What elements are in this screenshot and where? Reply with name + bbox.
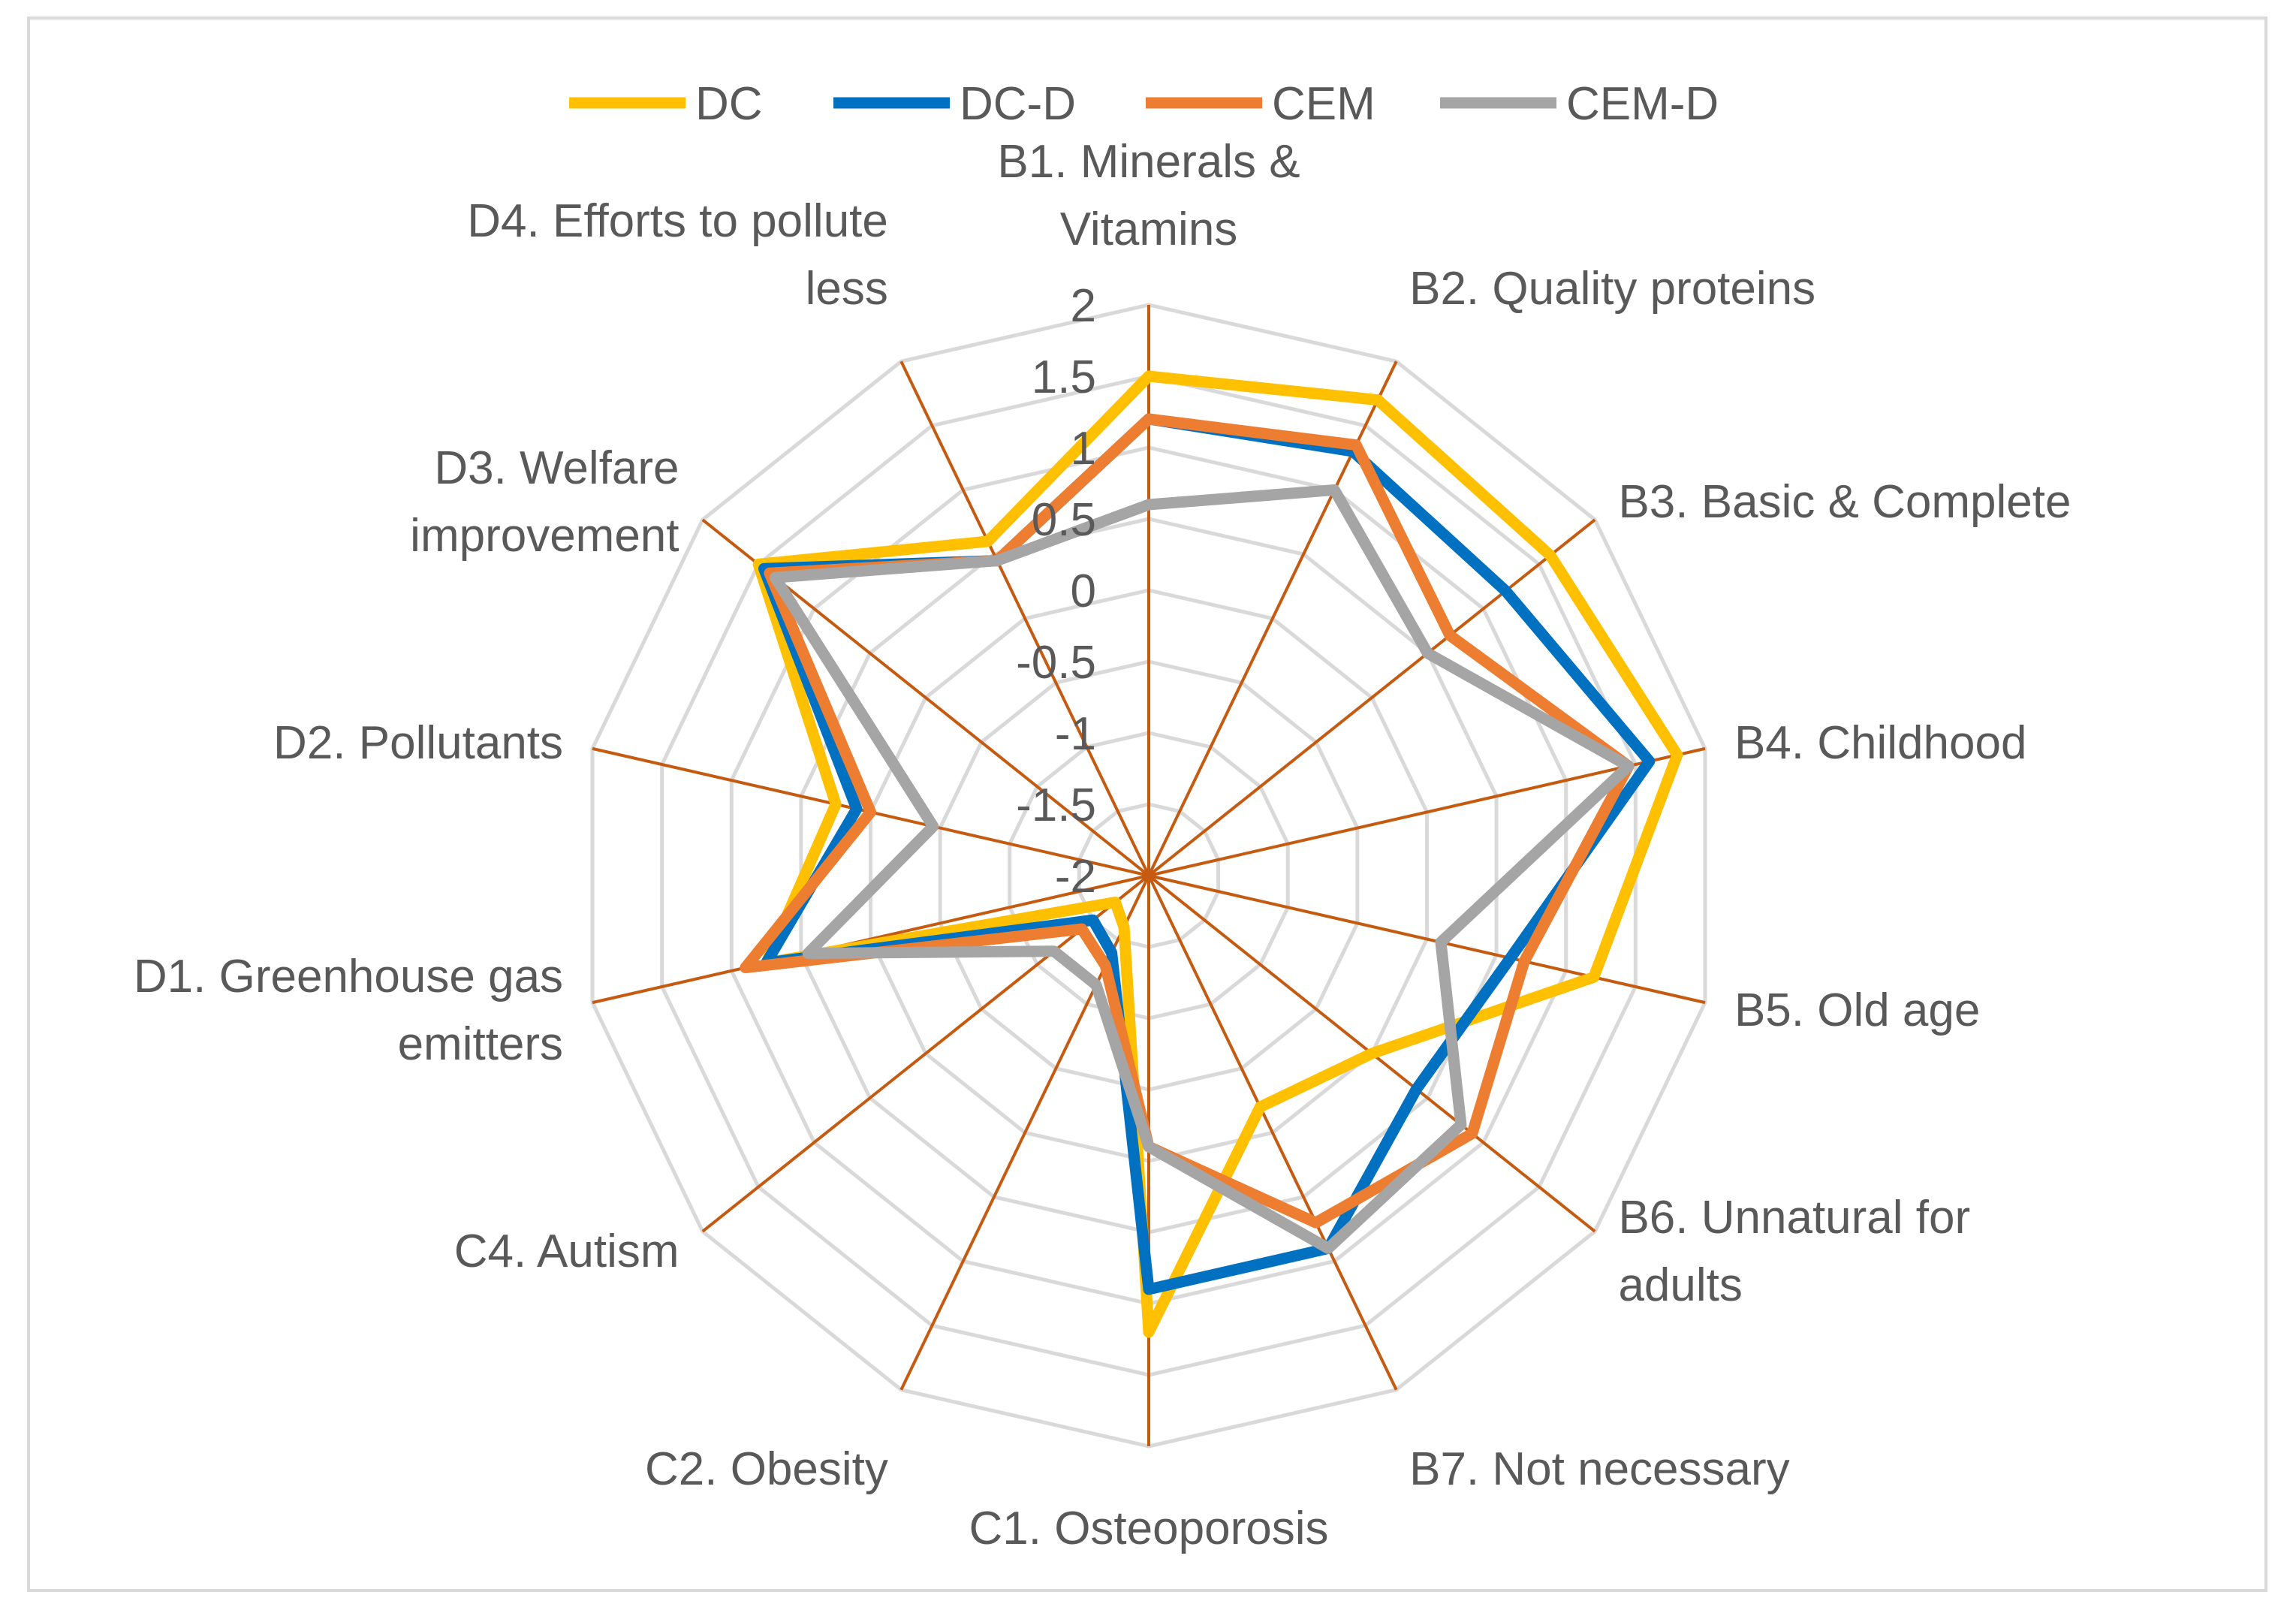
category-label: B7. Not necessary bbox=[1409, 1443, 1790, 1495]
series-lines bbox=[740, 370, 1683, 1338]
tick-label: 1 bbox=[1071, 423, 1096, 475]
tick-label: -0.5 bbox=[1016, 637, 1096, 689]
category-label: B3. Basic & Complete bbox=[1618, 476, 2071, 528]
category-label: D3. Welfare bbox=[434, 442, 679, 494]
legend-label: DC bbox=[695, 78, 763, 130]
category-label: B4. Childhood bbox=[1734, 717, 2027, 769]
legend: DC DC-D CEM CEM-D bbox=[569, 78, 1719, 130]
series-line-dc-d bbox=[758, 413, 1656, 1295]
legend-label: DC-D bbox=[960, 78, 1076, 130]
tick-label: 0 bbox=[1071, 565, 1096, 617]
radial-tick-labels: 2 1.5 1 0.5 0 -0.5 -1 -1.5 -2 bbox=[1016, 280, 1096, 903]
axis-spoke bbox=[1147, 518, 1596, 877]
category-label: D2. Pollutants bbox=[273, 717, 563, 769]
category-label: B2. Quality proteins bbox=[1409, 263, 1815, 315]
tick-label: -1 bbox=[1055, 708, 1096, 760]
category-label: D4. Efforts to pollute bbox=[467, 195, 888, 247]
category-label: C1. Osteoporosis bbox=[969, 1503, 1329, 1554]
tick-label: 1.5 bbox=[1032, 351, 1096, 403]
category-label: B1. Minerals & bbox=[997, 136, 1300, 188]
series-line-dc bbox=[752, 370, 1683, 1338]
category-label: B5. Old age bbox=[1734, 984, 1980, 1036]
category-label: adults bbox=[1618, 1259, 1742, 1311]
legend-label: CEM-D bbox=[1566, 78, 1719, 130]
tick-label: 2 bbox=[1071, 280, 1096, 332]
category-label: Vitamins bbox=[1060, 204, 1238, 255]
category-label: B6. Unnatural for bbox=[1618, 1192, 1970, 1244]
tick-label: -1.5 bbox=[1016, 779, 1096, 831]
category-label: C2. Obesity bbox=[645, 1443, 888, 1495]
category-label: less bbox=[806, 263, 888, 315]
legend-label: CEM bbox=[1272, 78, 1375, 130]
tick-label: 0.5 bbox=[1032, 494, 1096, 546]
category-label: D1. Greenhouse gas bbox=[134, 951, 563, 1002]
category-labels: B1. Minerals & Vitamins B2. Quality protei… bbox=[134, 136, 2072, 1554]
series-line-cem-d bbox=[769, 484, 1635, 1254]
category-label: emitters bbox=[398, 1018, 563, 1070]
category-label: improvement bbox=[410, 510, 679, 562]
axis-spoke bbox=[1148, 874, 1706, 1005]
tick-label: -2 bbox=[1055, 851, 1096, 903]
axis-spoke bbox=[899, 360, 1150, 876]
axis-spoke bbox=[1148, 746, 1706, 877]
category-label: C4. Autism bbox=[454, 1226, 679, 1277]
axis-spoke bbox=[1147, 875, 1398, 1391]
